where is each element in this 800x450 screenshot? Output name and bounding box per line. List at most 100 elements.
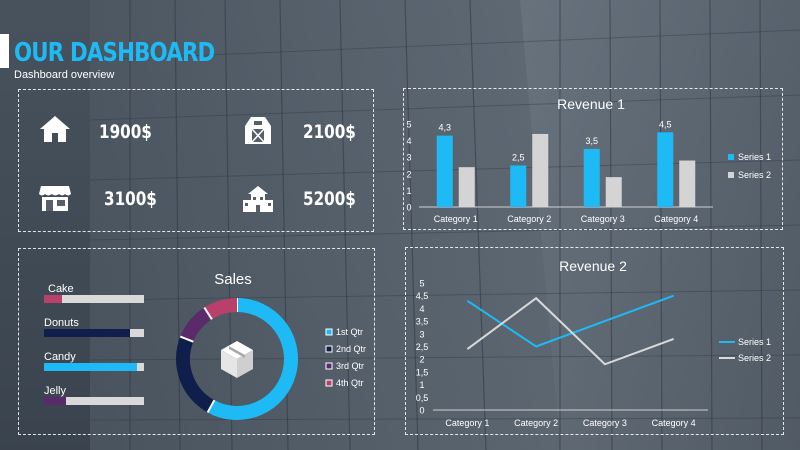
- revenue2-line-chart: Revenue 2 0 0,5 1 1,5 2 2,5 3 3,5 4 4,5 5 Category …: [416, 258, 771, 428]
- box-icon: [221, 341, 253, 378]
- revenue2-y-tick-label: 1: [419, 380, 424, 390]
- sales-legend-swatch: [325, 345, 333, 353]
- revenue1-bar: [583, 148, 600, 207]
- revenue1-chart-title: Revenue 1: [557, 96, 625, 112]
- revenue2-category-label: Category 2: [514, 418, 558, 428]
- sales-donut-slice: [207, 298, 298, 420]
- revenue1-y-tick-label: 3: [406, 153, 411, 163]
- stat-value-house: 1900$: [99, 121, 152, 143]
- sales-legend-label: 1st Qtr: [336, 327, 363, 337]
- revenue2-y-tick-label: 0: [419, 406, 424, 416]
- revenue2-category-label: Category 3: [583, 418, 627, 428]
- revenue1-panel: [403, 88, 783, 230]
- sales-legend-swatch: [325, 362, 333, 370]
- revenue1-bar: [458, 167, 475, 207]
- sales-donut-chart: Sales 1st Qtr 2nd Qtr 3rd Qtr 4th Qtr: [176, 271, 366, 420]
- header-accent-bar: [0, 34, 9, 68]
- progress-item: Candy: [40, 351, 150, 371]
- progress-label: Candy: [44, 351, 76, 363]
- revenue1-bar-chart: Revenue 1 0 1 2 3 4 5 Category 1 Category 2 Cate…: [406, 96, 771, 224]
- sales-donut-slice: [180, 307, 213, 343]
- stat-value-storefront: 3100$: [104, 188, 157, 210]
- sales-legend-swatch: [325, 379, 333, 387]
- revenue2-legend-label: Series 2: [738, 353, 771, 363]
- revenue2-series-line: [466, 296, 674, 366]
- sales-donut-slice: [176, 336, 215, 413]
- revenue1-bar: [657, 132, 674, 207]
- revenue2-y-tick-label: 4: [419, 304, 424, 314]
- progress-label: Donuts: [44, 317, 79, 329]
- progress-fill: [44, 295, 62, 303]
- stat-value-building: 5200$: [303, 188, 356, 210]
- revenue2-category-label: Category 4: [652, 418, 696, 428]
- revenue2-chart-title: Revenue 2: [559, 258, 627, 274]
- progress-track: [44, 329, 144, 337]
- storefront-icon: [39, 186, 71, 211]
- revenue2-series-line: [466, 294, 674, 348]
- revenue1-data-label: 2,5: [512, 153, 525, 163]
- progress-item: Jelly: [40, 385, 150, 405]
- sales-slice-separator: [203, 306, 213, 320]
- sales-slice-separator: [179, 335, 194, 343]
- revenue1-data-label: 4,5: [659, 119, 672, 129]
- revenue2-y-tick-label: 3,5: [416, 317, 429, 327]
- revenue1-y-tick-label: 4: [406, 136, 411, 146]
- revenue1-data-label: 3,5: [585, 136, 598, 146]
- revenue2-y-tick-label: 3: [419, 329, 424, 339]
- progress-fill: [44, 397, 66, 405]
- progress-track: [44, 397, 144, 405]
- sales-legend-label: 3rd Qtr: [336, 361, 364, 371]
- sales-donut-slice: [204, 298, 238, 320]
- page-title: OUR DASHBOARD: [14, 38, 215, 68]
- progress-fill: [44, 329, 130, 337]
- revenue1-bar: [510, 165, 527, 207]
- progress-label: Jelly: [44, 385, 67, 397]
- sales-legend-label: 2nd Qtr: [336, 344, 366, 354]
- sales-chart-title: Sales: [214, 271, 252, 288]
- stat-card-barn: [241, 112, 275, 151]
- stat-value-barn: 2100$: [303, 121, 356, 143]
- house-icon: [40, 116, 70, 142]
- revenue2-y-tick-label: 0,5: [416, 393, 429, 403]
- sales-legend-label: 4th Qtr: [336, 378, 364, 388]
- revenue1-bar: [532, 133, 549, 207]
- revenue2-y-tick-label: 2,5: [416, 342, 429, 352]
- barn-icon: [245, 117, 271, 144]
- revenue2-category-label: Category 1: [445, 418, 489, 428]
- building-icon: [243, 186, 273, 212]
- revenue1-category-label: Category 1: [434, 214, 478, 224]
- stats-panel: [18, 89, 374, 232]
- page-subtitle: Dashboard overview: [14, 69, 115, 81]
- revenue2-y-tick-label: 1,5: [416, 367, 429, 377]
- revenue1-bar: [605, 177, 622, 207]
- revenue1-bar: [679, 160, 696, 207]
- sales-panel: [18, 248, 375, 435]
- progress-item: Cake: [40, 283, 150, 303]
- revenue1-legend-swatch: [728, 154, 734, 160]
- revenue2-legend-label: Series 1: [738, 337, 771, 347]
- stat-card-storefront: [38, 180, 72, 219]
- revenue1-legend-swatch: [728, 172, 734, 178]
- revenue1-category-label: Category 2: [507, 214, 551, 224]
- progress-fill: [44, 363, 137, 371]
- revenue1-y-tick-label: 1: [406, 186, 411, 196]
- revenue1-bar: [436, 135, 453, 207]
- stat-card-building: [241, 182, 275, 221]
- progress-item: Donuts: [40, 317, 150, 337]
- revenue1-category-label: Category 4: [654, 214, 698, 224]
- revenue2-y-tick-label: 4,5: [416, 291, 429, 301]
- progress-track: [44, 363, 144, 371]
- revenue2-panel: [405, 247, 784, 435]
- revenue1-legend-label: Series 2: [738, 170, 771, 180]
- sales-slice-separator: [206, 399, 216, 413]
- revenue1-legend-label: Series 1: [738, 152, 771, 162]
- revenue1-category-label: Category 3: [581, 214, 625, 224]
- revenue2-y-tick-label: 2: [419, 355, 424, 365]
- stat-card-house: [38, 112, 72, 151]
- revenue1-data-label: 4,3: [438, 123, 451, 133]
- progress-track: [44, 295, 144, 303]
- sales-legend-swatch: [325, 328, 333, 336]
- revenue1-y-tick-label: 2: [406, 169, 411, 179]
- revenue1-y-tick-label: 5: [406, 120, 411, 130]
